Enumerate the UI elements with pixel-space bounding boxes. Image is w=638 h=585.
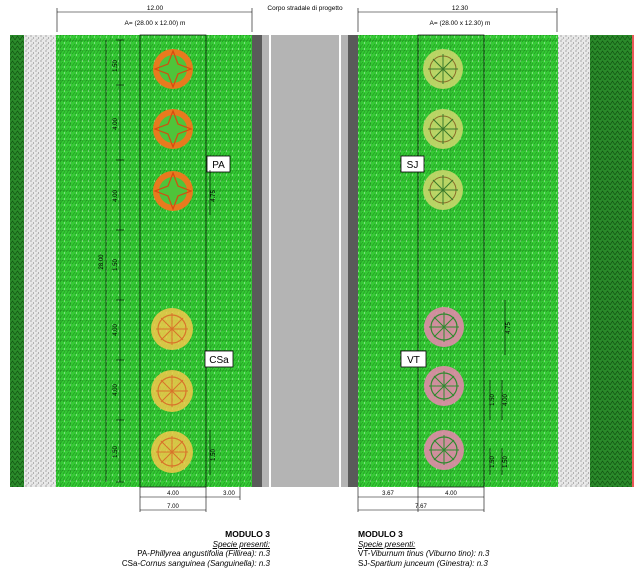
tree-vt-1: [424, 307, 464, 347]
tree-sj-2: [423, 109, 463, 149]
right-area-label: A= (28.00 x 12.30) m: [430, 20, 491, 27]
header-right: 12.30 A= (28.00 x 12.30) m: [357, 5, 558, 32]
tree-csa-2: [151, 370, 193, 412]
left-area-label: A= (28.00 x 12.00) m: [125, 20, 186, 27]
right-bottom-dim-total: 7.67: [415, 504, 427, 510]
left-bottom-dims: [139, 487, 241, 512]
right-vertical-dims: [489, 300, 506, 475]
tag-vt: VT: [400, 350, 427, 368]
left-dim-5: 4.00: [113, 324, 119, 336]
header-road: Corpo stradale di progetto: [267, 5, 343, 12]
legend-left-item-csa: CSa-Cornus sanguinea (Sanguinella): n.3: [121, 558, 270, 568]
right-dim-4: 1.50: [490, 456, 496, 468]
tree-csa-3: [151, 431, 193, 473]
left-module-outline: [139, 34, 207, 488]
right-hedge-strip: [590, 35, 632, 487]
legend-left-item-pa: PA-Phillyrea angustifolia (Fillirea): n.…: [137, 549, 270, 559]
tag-pa: PA: [206, 155, 231, 173]
svg-text:CSa: CSa: [209, 355, 229, 366]
right-dim-5: 1.50: [503, 456, 509, 468]
right-gravel-strip: [558, 35, 590, 487]
tag-csa: CSa: [204, 350, 234, 368]
svg-text:VT: VT: [407, 355, 420, 366]
left-inner-dim-a: 4.75: [211, 190, 217, 202]
left-dim-4: 1.50: [113, 259, 119, 271]
legend-right-item-vt: VT-Viburnum tinus (Viburno tino): n.3: [358, 549, 490, 559]
planting-plan: 12.00 A= (28.00 x 12.00) m Corpo stradal…: [10, 5, 634, 512]
header-left: 12.00 A= (28.00 x 12.00) m: [56, 5, 253, 32]
road-curb-right: [348, 35, 358, 487]
tree-pa-3: [153, 171, 193, 211]
tree-sj-1: [423, 49, 463, 89]
left-bottom-dim-total: 7.00: [167, 504, 179, 510]
tag-sj: SJ: [400, 155, 425, 173]
left-bottom-dim-a: 4.00: [167, 491, 179, 497]
legend-left-subtitle: Specie presenti:: [212, 539, 270, 549]
right-dim-2: 1.50: [490, 394, 496, 406]
tree-csa-1: [151, 308, 193, 350]
road-curb-left: [252, 35, 262, 487]
legend-right-item-sj: SJ-Spartium junceum (Ginestra): n.3: [358, 558, 488, 568]
left-dim-7: 1.50: [113, 446, 119, 458]
tree-pa-2: [153, 109, 193, 149]
right-width-label: 12.30: [452, 5, 469, 12]
tree-vt-2: [424, 366, 464, 406]
right-bottom-dim-b: 4.00: [445, 491, 457, 497]
right-dim-3: 4.00: [503, 394, 509, 406]
legend-right: MODULO 3 Specie presenti: VT-Viburnum ti…: [358, 529, 618, 568]
left-dim-6: 4.00: [113, 384, 119, 396]
svg-text:SJ: SJ: [407, 160, 419, 171]
road-label: Corpo stradale di progetto: [267, 5, 343, 12]
left-hedge-strip: [10, 35, 24, 487]
left-grid-overlay: [56, 35, 252, 487]
tree-vt-3: [424, 430, 464, 470]
road-surface: [262, 35, 348, 487]
legend-right-subtitle: Specie presenti:: [358, 539, 416, 549]
svg-text:PA: PA: [212, 160, 225, 171]
left-bottom-dim-b: 3.00: [223, 491, 235, 497]
left-dim-3: 4.00: [113, 190, 119, 202]
tree-sj-3: [423, 170, 463, 210]
left-dim-total: 28.00: [99, 254, 105, 270]
right-grid-overlay: [358, 35, 558, 487]
right-module-outline: [417, 34, 485, 488]
left-gravel-strip: [24, 35, 56, 487]
legend-right-title: MODULO 3: [358, 529, 403, 539]
left-inner-dim-b: 1.50: [211, 449, 217, 461]
legend-left: MODULO 3 Specie presenti: PA-Phillyrea a…: [60, 529, 270, 568]
left-width-label: 12.00: [147, 5, 164, 12]
left-dim-1: 1.50: [113, 60, 119, 72]
right-bottom-dim-a: 3.67: [382, 491, 394, 497]
tree-pa-1: [153, 49, 193, 89]
right-bottom-dims: [357, 487, 485, 512]
left-vertical-dims: [105, 39, 124, 483]
right-dim-1: 4.75: [506, 322, 512, 334]
legend-left-title: MODULO 3: [225, 529, 270, 539]
left-dim-2: 4.00: [113, 118, 119, 130]
